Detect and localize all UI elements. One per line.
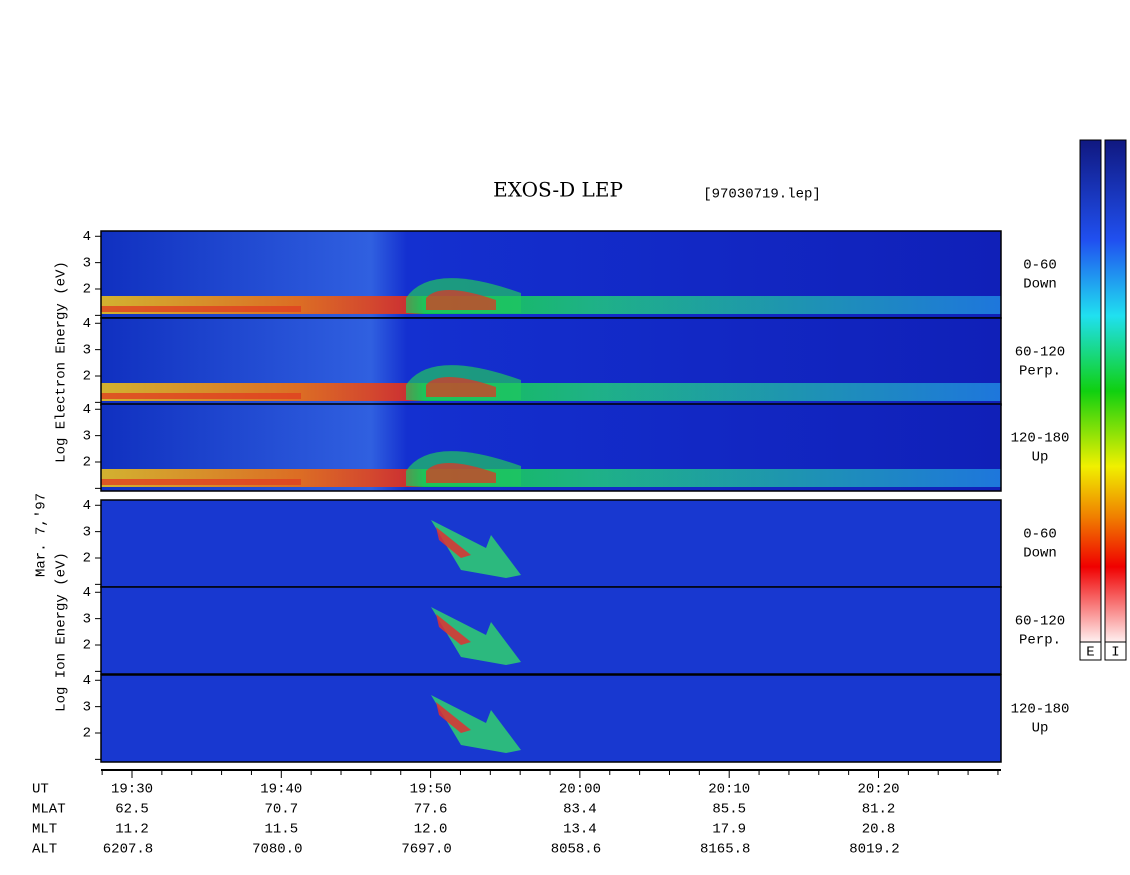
ephemeris-value: 19:50 [410,782,452,798]
title: EXOS-D LEP [493,178,623,202]
colorbar [1104,139,1127,643]
y-tick-label: 2 [83,638,91,654]
ephemeris-value: 13.4 [563,822,597,838]
y-tick-label: 3 [83,255,91,271]
colorbar-label-box [1079,641,1102,661]
ephemeris-value: 8165.8 [700,842,750,858]
burst-core [426,376,496,397]
panel-frame [100,403,1002,492]
electron-axis-label: Log Electron Energy (eV) [54,261,70,463]
burst-core [426,462,496,483]
ephemeris-value: 20:00 [559,782,601,798]
ephemeris-value: 6207.8 [103,842,153,858]
panel-background [101,675,1001,762]
date-label: Mar. 7,'97 [34,493,50,577]
low-energy-core [101,479,301,485]
low-energy-band [101,383,1001,401]
pitch-label: 0-60 [1023,258,1057,274]
direction-label: Up [1032,450,1049,466]
ephemeris-value: 77.6 [414,802,448,818]
panel-background [101,500,1001,587]
colorbar-label: I [1111,645,1119,661]
direction-label: Down [1023,277,1057,293]
panel-frame [100,674,1002,763]
ephemeris-value: 8019.2 [849,842,899,858]
file-name: [97030719.lep] [703,187,821,203]
ephemeris-row-label: MLAT [32,802,66,818]
y-tick-label: 4 [83,498,91,514]
ephemeris-value: 83.4 [563,802,597,818]
pitch-label: 120-180 [1011,431,1070,447]
ephemeris-value: 19:30 [111,782,153,798]
ion-beam [431,520,521,578]
y-tick-label: 3 [83,428,91,444]
spectrogram-panels: 2 3 4 2 3 4 2 3 4 2 3 4 2 3 4 2 3 4 [83,229,1002,763]
ion-beam [431,607,521,665]
ephemeris-row-label: MLT [32,822,57,838]
ephemeris-value: 8058.6 [551,842,601,858]
y-tick-label: 4 [83,585,91,601]
low-energy-core [101,306,301,312]
ephemeris-row-label: UT [32,782,49,798]
ephemeris-value: 11.5 [264,822,298,838]
ephemeris-value: 20:20 [857,782,899,798]
direction-label: Up [1032,721,1049,737]
colorbar [1079,139,1102,643]
y-tick-label: 2 [83,551,91,567]
ion-axis-label: Log Ion Energy (eV) [54,552,70,712]
ephemeris-value: 81.2 [862,802,896,818]
direction-label: Perp. [1019,633,1061,649]
ephemeris-value: 85.5 [712,802,746,818]
y-tick-label: 3 [83,524,91,540]
y-tick-label: 3 [83,342,91,358]
ephemeris-value: 11.2 [115,822,149,838]
y-tick-label: 4 [83,229,91,245]
y-tick-label: 2 [83,726,91,742]
low-energy-band [101,469,1001,487]
y-tick-label: 4 [83,402,91,418]
ephemeris-value: 7080.0 [252,842,302,858]
ephemeris-value: 70.7 [264,802,298,818]
ephemeris-value: 62.5 [115,802,149,818]
panel-background [101,587,1001,674]
y-tick-label: 2 [83,455,91,471]
y-tick-label: 3 [83,611,91,627]
ephemeris-value: 12.0 [414,822,448,838]
y-tick-label: 3 [83,699,91,715]
ion-beam-core [436,702,471,733]
pitch-label: 60-120 [1015,345,1065,361]
direction-label: Down [1023,546,1057,562]
burst-core [426,289,496,310]
panel-frame [100,586,1002,675]
direction-label: Perp. [1019,364,1061,380]
y-tick-label: 4 [83,316,91,332]
ephemeris-value: 20.8 [862,822,896,838]
colorbar-label-box [1104,641,1127,661]
pitch-label: 120-180 [1011,702,1070,718]
y-tick-label: 4 [83,673,91,689]
ephemeris-value: 17.9 [712,822,746,838]
low-energy-band [101,296,1001,314]
colorbar-label: E [1086,645,1094,661]
ephemeris-value: 7697.0 [401,842,451,858]
ephemeris-value: 20:10 [708,782,750,798]
ion-beam-core [436,614,471,645]
y-tick-label: 2 [83,282,91,298]
pitch-label: 0-60 [1023,527,1057,543]
y-tick-label: 2 [83,369,91,385]
pitch-label: 60-120 [1015,614,1065,630]
low-energy-core [101,393,301,399]
ephemeris-value: 19:40 [260,782,302,798]
ion-beam-core [436,527,471,558]
ephemeris-row-label: ALT [32,842,57,858]
ion-beam [431,695,521,753]
